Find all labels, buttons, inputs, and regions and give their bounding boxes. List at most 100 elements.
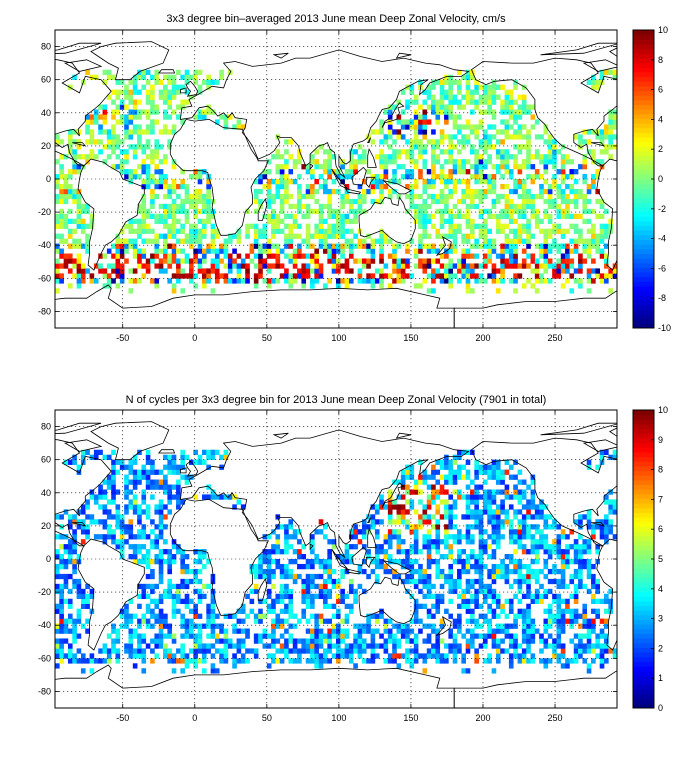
bin-cell [517,509,523,515]
bin-cell [439,94,445,100]
bin-cell [145,583,151,590]
bin-cell [158,79,164,85]
bin-cell [111,89,116,95]
bin-cell [591,208,596,215]
coastline [351,546,367,567]
bin-cell [508,124,514,130]
bin-cell [482,144,488,150]
bin-cell [236,648,242,654]
bin-cell [331,208,337,215]
bin-cell [305,603,311,609]
bin-cell [72,273,77,279]
bin-cell [55,179,60,185]
coastline [169,118,269,236]
bin-cell [171,183,177,190]
bin-cell [448,474,454,480]
bin-cell [111,263,116,269]
bin-cell [491,99,497,105]
bin-cell [145,263,151,269]
bin-cell [431,583,436,590]
bin-cell [167,253,173,259]
bin-cell [500,139,505,145]
bin-cell [262,549,268,555]
bin-cell [461,139,466,145]
bin-cell [444,514,449,520]
bin-cell [461,188,466,195]
bin-cell [474,124,479,130]
bin-cell [275,534,281,540]
bin-cell [284,534,289,540]
bin-cell [63,179,69,185]
bin-cell [504,154,510,160]
bin-cell [336,169,341,175]
bin-cell [448,544,454,550]
bin-cell [379,608,384,614]
colorbar-tick-label: -6 [658,263,666,273]
bin-cell [556,263,562,269]
coastline [55,422,102,434]
bin-cell [478,243,484,249]
bin-cell [452,474,458,480]
bin-cell [482,174,488,180]
bin-cell [344,613,350,619]
bin-cell [150,529,155,535]
bin-cell [292,218,298,224]
coastline [345,188,362,195]
bin-cell [154,583,160,590]
bin-cell [487,89,492,95]
bin-cell [495,94,501,100]
bin-cell [262,278,268,284]
x-tick-label: 50 [262,333,272,343]
bin-cell [284,618,289,624]
bin-cell [150,464,155,470]
bin-cell [461,253,466,259]
bin-cell [478,188,484,195]
bin-cell [171,484,177,490]
bin-cell [487,603,492,609]
bin-cell [387,568,393,575]
bin-cell [392,499,397,505]
bin-cell [163,648,168,654]
bin-cell [348,159,354,165]
bin-cell [604,208,609,215]
bin-cell [271,658,276,664]
bin-cell [526,188,531,195]
bin-cell [543,519,549,525]
bin-cell [448,109,454,115]
bin-cell [457,149,462,155]
bin-cell [219,623,224,629]
bin-cell [517,144,523,150]
bin-cell [106,69,112,75]
bin-cell [55,643,60,649]
bin-cell [556,638,562,644]
bin-cell [310,188,315,195]
bin-cell [599,233,605,239]
bin-cell [405,169,410,175]
bin-cell [370,643,376,649]
bin-cell [517,479,523,485]
bin-cell [314,613,319,619]
bin-cell [102,504,108,510]
bin-cell [180,648,185,654]
coastline [582,439,617,452]
bin-cell [59,233,64,239]
bin-cell [150,89,155,95]
bin-cell [310,638,315,644]
colorbar-swatch [633,300,654,306]
bin-cell [171,494,177,500]
bin-cell [132,243,138,249]
bin-cell [128,144,134,150]
bin-cell [85,514,90,520]
bin-cell [115,273,121,279]
bin-cell [111,74,116,80]
bin-cell [387,283,393,289]
bin-cell [119,238,125,244]
bin-cell [132,628,138,634]
bin-cell [470,203,475,210]
bin-cell [504,94,510,100]
bin-cell [76,464,82,470]
bin-cell [150,119,155,125]
bin-cell [491,514,497,520]
bin-cell [197,188,203,195]
bin-cell [405,474,410,480]
